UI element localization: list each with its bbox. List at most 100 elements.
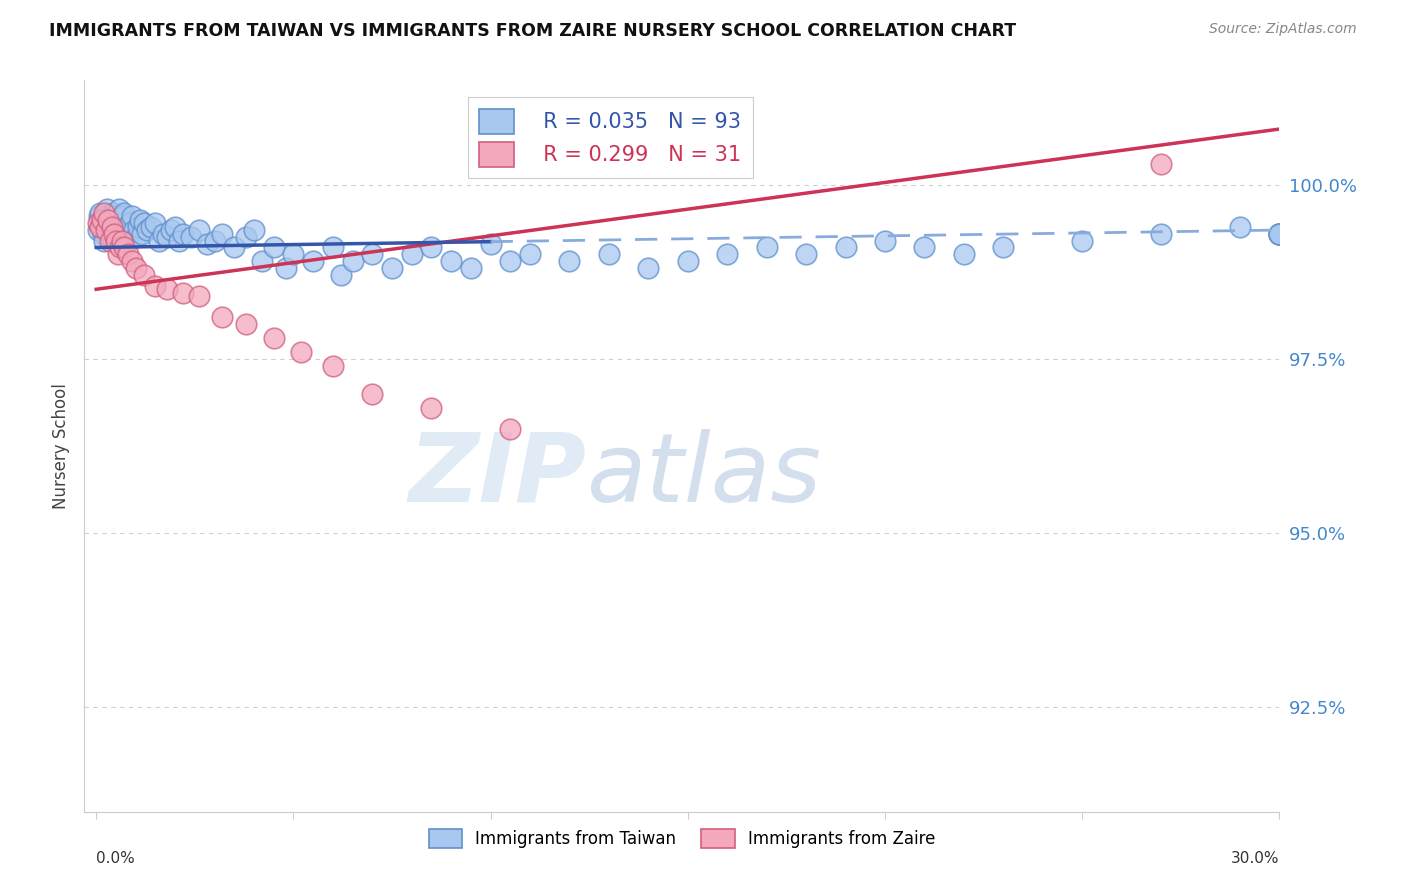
Point [1150, 157, 1173, 171]
Point [132, 268, 155, 283]
Point [107, 212, 129, 227]
Point [187, 289, 209, 303]
Legend: Immigrants from Taiwan, Immigrants from Zaire: Immigrants from Taiwan, Immigrants from … [422, 822, 942, 855]
Point [558, 254, 581, 268]
Text: Source: ZipAtlas.com: Source: ZipAtlas.com [1209, 22, 1357, 37]
Point [93, 234, 115, 248]
Point [105, 219, 128, 234]
Point [1071, 234, 1094, 248]
Point [160, 223, 183, 237]
Point [598, 247, 620, 261]
Point [127, 219, 149, 234]
Point [302, 254, 325, 268]
Point [117, 234, 139, 248]
Point [322, 359, 344, 373]
Point [141, 219, 163, 234]
Point [953, 247, 976, 261]
Point [112, 240, 135, 254]
Point [128, 212, 150, 227]
Point [143, 278, 166, 293]
Point [104, 234, 127, 248]
Point [91, 212, 114, 227]
Point [112, 205, 135, 219]
Point [101, 205, 124, 219]
Point [108, 202, 131, 216]
Point [132, 216, 155, 230]
Point [94, 216, 117, 230]
Point [94, 223, 117, 237]
Point [108, 240, 131, 254]
Point [873, 234, 896, 248]
Point [187, 223, 209, 237]
Point [90, 219, 112, 234]
Point [97, 219, 120, 234]
Point [98, 223, 121, 237]
Point [172, 285, 194, 300]
Point [794, 247, 817, 261]
Point [420, 401, 443, 415]
Point [274, 261, 297, 276]
Point [460, 261, 482, 276]
Point [637, 261, 659, 276]
Point [716, 247, 738, 261]
Point [89, 219, 111, 234]
Point [290, 345, 312, 359]
Point [180, 230, 202, 244]
Point [101, 216, 124, 230]
Point [91, 227, 114, 241]
Point [243, 223, 266, 237]
Point [118, 216, 141, 230]
Point [1268, 227, 1291, 241]
Point [211, 227, 233, 241]
Point [1229, 219, 1251, 234]
Point [1268, 227, 1291, 241]
Point [122, 223, 145, 237]
Point [93, 205, 115, 219]
Y-axis label: Nursery School: Nursery School [52, 383, 70, 509]
Point [110, 230, 132, 244]
Point [103, 227, 125, 241]
Point [283, 247, 305, 261]
Point [250, 254, 273, 268]
Point [94, 209, 117, 223]
Point [1268, 227, 1291, 241]
Point [89, 209, 111, 223]
Point [156, 282, 179, 296]
Point [90, 216, 112, 230]
Point [124, 261, 146, 276]
Point [111, 234, 134, 248]
Point [401, 247, 423, 261]
Point [121, 254, 143, 268]
Point [114, 219, 136, 234]
Text: 30.0%: 30.0% [1232, 851, 1279, 865]
Point [148, 234, 170, 248]
Point [834, 240, 856, 254]
Point [755, 240, 778, 254]
Point [107, 247, 129, 261]
Point [361, 247, 384, 261]
Point [224, 240, 246, 254]
Point [152, 227, 174, 241]
Point [322, 240, 344, 254]
Point [143, 216, 166, 230]
Point [211, 310, 233, 325]
Point [111, 216, 134, 230]
Point [499, 421, 522, 435]
Text: IMMIGRANTS FROM TAIWAN VS IMMIGRANTS FROM ZAIRE NURSERY SCHOOL CORRELATION CHART: IMMIGRANTS FROM TAIWAN VS IMMIGRANTS FRO… [49, 22, 1017, 40]
Text: 0.0%: 0.0% [96, 851, 135, 865]
Text: ZIP: ZIP [408, 429, 586, 522]
Point [195, 237, 218, 252]
Point [263, 240, 285, 254]
Point [121, 209, 143, 223]
Point [165, 219, 187, 234]
Point [98, 234, 121, 248]
Point [914, 240, 936, 254]
Point [124, 230, 146, 244]
Point [103, 209, 125, 223]
Point [420, 240, 443, 254]
Point [87, 216, 110, 230]
Point [263, 331, 285, 345]
Point [117, 247, 139, 261]
Point [479, 237, 502, 252]
Point [1150, 227, 1173, 241]
